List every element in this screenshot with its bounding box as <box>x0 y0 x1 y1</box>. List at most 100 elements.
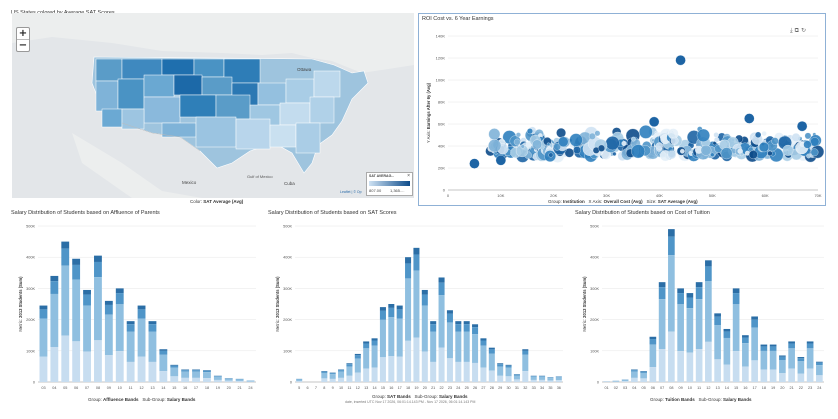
bar-segment[interactable] <box>379 307 386 311</box>
scatter-point[interactable] <box>513 138 521 146</box>
bar-segment[interactable] <box>714 313 721 317</box>
bar-segment[interactable] <box>788 348 795 369</box>
bar-segment[interactable] <box>39 356 48 382</box>
zoom-in-button[interactable]: + <box>18 28 28 39</box>
bar-segment[interactable] <box>742 343 749 367</box>
bar-segment[interactable] <box>612 380 620 382</box>
bar-segment[interactable] <box>224 378 233 381</box>
bar-segment[interactable] <box>338 377 345 382</box>
bar-segment[interactable] <box>321 372 328 379</box>
bar-segment[interactable] <box>354 358 361 373</box>
bar-segment[interactable] <box>522 354 529 372</box>
bar-segment[interactable] <box>94 277 102 341</box>
bar-segment[interactable] <box>438 282 445 296</box>
bar-segment[interactable] <box>455 361 462 382</box>
bar-segment[interactable] <box>668 229 675 237</box>
bar-segment[interactable] <box>677 293 684 305</box>
scatter-point[interactable] <box>804 132 812 140</box>
bar-segment[interactable] <box>505 376 512 382</box>
bar-segment[interactable] <box>115 304 124 352</box>
bar-segment[interactable] <box>547 377 554 379</box>
bar-segment[interactable] <box>371 338 378 341</box>
bar-segment[interactable] <box>797 361 805 374</box>
bar-segment[interactable] <box>61 248 70 266</box>
bar-segment[interactable] <box>621 379 629 382</box>
bar-segment[interactable] <box>354 372 361 382</box>
bar-segment[interactable] <box>126 321 135 325</box>
bar-segment[interactable] <box>668 236 675 256</box>
bar-segment[interactable] <box>371 345 378 368</box>
bar-segment[interactable] <box>137 356 146 382</box>
scatter-point[interactable] <box>810 148 819 157</box>
bar-segment[interactable] <box>104 314 113 356</box>
bar-segment[interactable] <box>539 376 546 380</box>
bar-segment[interactable] <box>455 331 462 362</box>
bar-segment[interactable] <box>723 337 731 365</box>
bar-segment[interactable] <box>137 305 146 310</box>
bar-segment[interactable] <box>695 287 703 300</box>
scatter-point[interactable] <box>755 131 762 138</box>
bar-segment[interactable] <box>421 289 428 295</box>
bar-segment[interactable] <box>751 360 758 382</box>
bar-segment[interactable] <box>94 255 102 262</box>
bar-segment[interactable] <box>213 376 222 377</box>
scatter-point[interactable] <box>796 121 808 132</box>
bar-segment[interactable] <box>159 350 168 355</box>
bar-segment[interactable] <box>463 321 470 325</box>
bar-segment[interactable] <box>806 368 814 382</box>
bar-segment[interactable] <box>677 351 684 382</box>
bar-segment[interactable] <box>354 355 361 359</box>
scatter-point[interactable] <box>782 144 794 156</box>
bar-segment[interactable] <box>388 317 395 357</box>
bar-segment[interactable] <box>181 369 190 371</box>
scatter-point[interactable] <box>488 139 502 153</box>
bar-segment[interactable] <box>547 378 554 381</box>
bar-segment[interactable] <box>354 353 361 356</box>
bar-segment[interactable] <box>396 305 403 310</box>
bar-segment[interactable] <box>338 370 345 372</box>
bar-segment[interactable] <box>430 331 437 362</box>
bar-segment[interactable] <box>480 345 487 368</box>
bar-segment[interactable] <box>732 351 740 382</box>
scatter-point[interactable] <box>696 128 710 142</box>
scatter-point[interactable] <box>594 130 601 137</box>
bar-segment[interactable] <box>181 370 190 372</box>
bar-segment[interactable] <box>329 378 336 382</box>
bar-segment[interactable] <box>751 327 758 361</box>
bar-segment[interactable] <box>83 289 91 295</box>
bar-segment[interactable] <box>488 349 495 354</box>
scatter-point[interactable] <box>761 131 767 137</box>
bar-segment[interactable] <box>621 381 629 382</box>
bar-segment[interactable] <box>39 318 48 357</box>
bar-segment[interactable] <box>104 300 113 305</box>
bar-segment[interactable] <box>779 355 786 357</box>
scatter-point[interactable] <box>748 150 758 160</box>
scatter-point[interactable] <box>744 113 755 124</box>
bar-segment[interactable] <box>170 367 179 377</box>
bar-segment[interactable] <box>472 324 479 328</box>
bar-segment[interactable] <box>677 304 684 352</box>
bar-segment[interactable] <box>640 371 647 372</box>
bar-segment[interactable] <box>530 376 537 377</box>
scatter-point[interactable] <box>532 139 542 150</box>
bar-segment[interactable] <box>72 264 81 280</box>
bar-segment[interactable] <box>446 358 453 382</box>
bar-segment[interactable] <box>213 376 222 380</box>
bar-segment[interactable] <box>346 366 353 376</box>
bar-segment[interactable] <box>203 370 211 373</box>
bar-segment[interactable] <box>203 372 211 379</box>
bar-segment[interactable] <box>446 310 453 314</box>
bar-segment[interactable] <box>396 309 403 319</box>
scatter-point[interactable] <box>569 133 583 147</box>
bar-segment[interactable] <box>705 260 712 267</box>
bar-segment[interactable] <box>72 279 81 342</box>
bar-segment[interactable] <box>50 281 59 294</box>
bar-segment[interactable] <box>224 380 233 382</box>
bar-segment[interactable] <box>181 371 190 378</box>
bar-segment[interactable] <box>363 341 370 344</box>
bar-segment[interactable] <box>50 346 59 382</box>
bar-segment[interactable] <box>779 373 786 382</box>
bar-segment[interactable] <box>170 365 179 368</box>
bar-segment[interactable] <box>39 309 48 319</box>
scatter-point[interactable] <box>667 150 677 160</box>
